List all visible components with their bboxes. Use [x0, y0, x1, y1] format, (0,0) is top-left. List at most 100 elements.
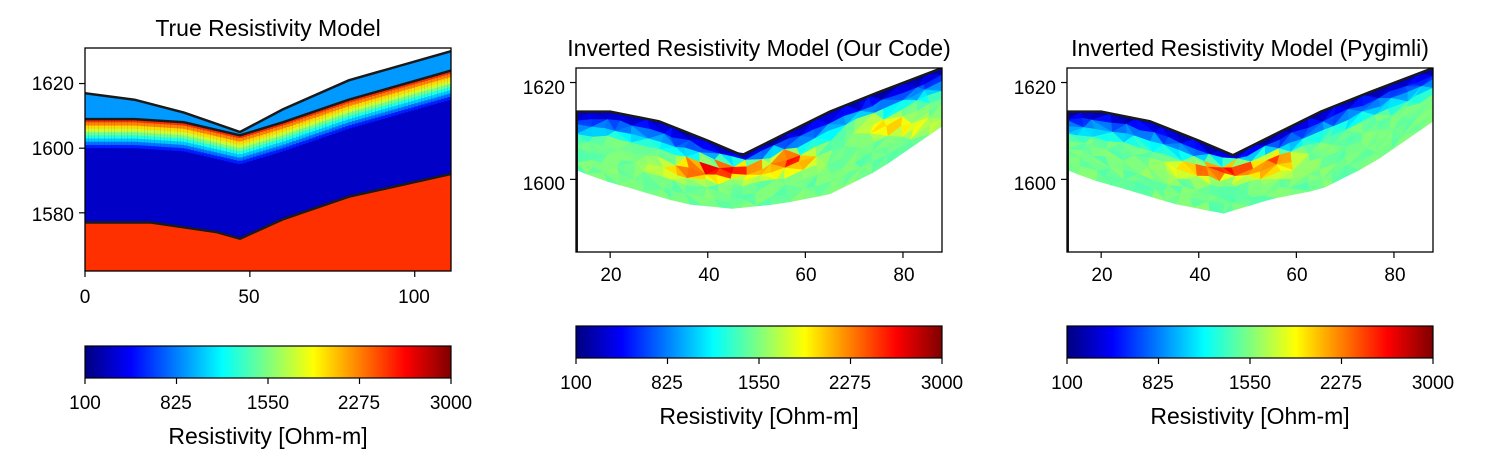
upper-layer-cell [220, 134, 224, 139]
upper-layer-cell [127, 125, 132, 130]
top-layer-cell [246, 127, 251, 134]
upper-layer-cell [91, 128, 96, 133]
bedrock-cell [236, 238, 241, 271]
upper-layer-cell [315, 133, 320, 137]
upper-layer-cell [246, 139, 251, 143]
upper-layer-cell [127, 141, 132, 146]
upper-layer-cell [421, 104, 426, 109]
upper-layer-cell [266, 136, 271, 141]
bedrock-cell [404, 183, 409, 271]
upper-layer-cell [434, 74, 439, 79]
upper-layer-cell [88, 132, 93, 136]
upper-layer-cell [150, 123, 155, 128]
upper-layer-cell [88, 128, 93, 133]
upper-layer-cell [164, 121, 168, 125]
upper-layer-cell [322, 111, 327, 116]
upper-layer-cell [183, 132, 188, 137]
air-cell [150, 48, 155, 105]
middle-layer-cell [157, 120, 162, 225]
upper-layer-cell [305, 130, 310, 134]
upper-layer-cell [299, 132, 304, 137]
upper-layer-cell [302, 131, 307, 135]
upper-layer-cell [124, 119, 129, 123]
upper-layer-cell [315, 129, 320, 134]
upper-layer-cell [157, 136, 162, 141]
upper-layer-cell [266, 146, 271, 150]
x-tick-labels: 0 50 100 [80, 287, 430, 308]
bedrock-cell [226, 235, 231, 271]
upper-layer-cell [236, 154, 241, 159]
upper-layer-cell [131, 135, 135, 139]
upper-layer-cell [371, 99, 376, 103]
upper-layer-cell [391, 112, 396, 117]
upper-layer-cell [289, 119, 294, 124]
upper-layer-cell [427, 99, 432, 104]
upper-layer-cell [358, 109, 363, 114]
upper-layer-cell [266, 155, 271, 160]
upper-layer-cell [190, 137, 195, 141]
model-body [85, 48, 451, 271]
upper-layer-cell [447, 74, 451, 79]
upper-layer-cell [197, 141, 201, 146]
upper-layer-cell [309, 128, 314, 133]
upper-layer-cell [332, 133, 337, 138]
upper-layer-cell [329, 105, 333, 110]
upper-layer-cell [352, 120, 356, 125]
air-cell [101, 48, 106, 96]
upper-layer-cell [296, 120, 300, 125]
top-layer-cell [85, 93, 89, 120]
upper-layer-cell [398, 88, 403, 93]
upper-layer-cell [233, 137, 238, 142]
upper-layer-cell [368, 93, 373, 98]
upper-layer-cell [381, 102, 386, 107]
middle-layer-cell [111, 119, 116, 224]
upper-layer-cell [253, 137, 257, 141]
colorbar-label: Resistivity [Ohm-m] [168, 423, 367, 449]
upper-layer-cell [338, 125, 343, 129]
bedrock-cell [338, 199, 343, 271]
air-cell [401, 48, 406, 65]
mesh-cell [684, 193, 702, 206]
upper-layer-cell [355, 123, 360, 127]
middle-layer-cell [223, 131, 228, 236]
upper-layer-cell [292, 128, 297, 132]
air-cell [276, 48, 281, 113]
upper-layer-cell [305, 117, 310, 121]
mesh-cell [830, 180, 843, 195]
x-tick-label: 40 [1189, 265, 1210, 286]
upper-layer-cell [299, 145, 304, 149]
upper-layer-cell [272, 128, 277, 132]
upper-layer-cell [108, 138, 112, 143]
top-layer-cell [282, 108, 287, 123]
air-cell [167, 48, 172, 109]
upper-layer-cell [193, 131, 198, 136]
top-layer-cell [170, 109, 175, 123]
upper-layer-cell [88, 125, 93, 130]
air-cell [114, 48, 119, 98]
upper-layer-cell [276, 136, 281, 141]
mesh-cell [1347, 165, 1361, 176]
upper-layer-cell [147, 149, 152, 153]
upper-layer-cell [108, 141, 112, 146]
upper-layer-cell [325, 123, 330, 127]
upper-layer-cell [418, 86, 422, 90]
upper-layer-cell [411, 100, 416, 105]
upper-layer-cell [345, 109, 350, 114]
upper-layer-cell [197, 138, 201, 143]
upper-layer-cell [424, 97, 429, 101]
upper-layer-cell [256, 133, 261, 137]
upper-layer-cell [394, 99, 399, 103]
upper-layer-cell [98, 125, 102, 130]
upper-layer-cell [207, 147, 211, 152]
air-cell [447, 48, 451, 52]
upper-layer-cell [348, 128, 353, 133]
upper-layer-cell [371, 118, 376, 123]
colorbar-gradient [575, 325, 943, 359]
upper-layer-cell [296, 126, 300, 131]
middle-layer-cell [114, 119, 119, 224]
upper-layer-cell [375, 98, 379, 102]
upper-layer-cell [332, 124, 337, 128]
mesh-cell [1175, 193, 1195, 208]
upper-layer-cell [319, 135, 323, 139]
